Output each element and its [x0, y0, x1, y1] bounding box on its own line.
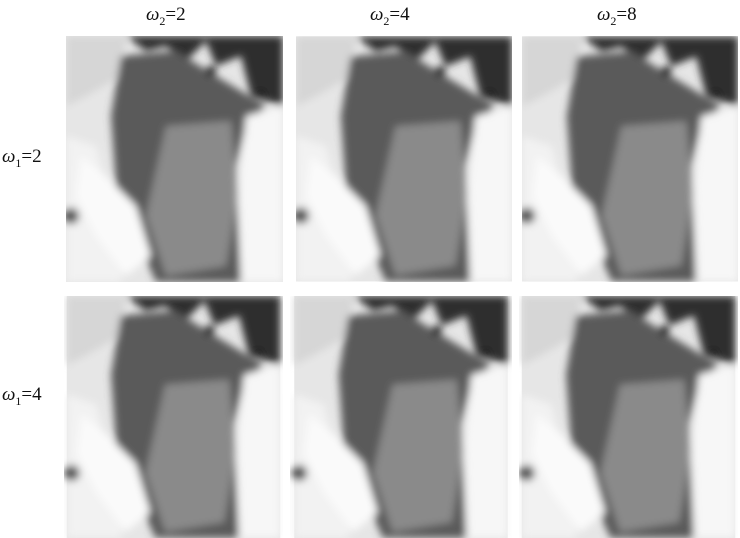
figure: ω2=2 ω2=4 ω2=8 ω1=2 ω1=4 [0, 0, 740, 538]
value: =2 [21, 146, 41, 167]
value: =8 [616, 4, 636, 25]
result-image [64, 296, 283, 538]
row-label: ω1=2 [2, 146, 42, 171]
symbol: ω [370, 4, 383, 25]
column-label: ω2=8 [597, 4, 637, 29]
result-image [296, 36, 512, 282]
result-image [66, 36, 283, 282]
symbol: ω [597, 4, 610, 25]
symbol: ω [2, 384, 15, 405]
column-label: ω2=2 [146, 4, 186, 29]
value: =4 [389, 4, 409, 25]
row-label: ω1=4 [2, 384, 42, 409]
result-image [519, 296, 738, 538]
value: =4 [21, 384, 41, 405]
result-image [290, 296, 512, 538]
result-image [522, 36, 738, 282]
symbol: ω [146, 4, 159, 25]
column-label: ω2=4 [370, 4, 410, 29]
symbol: ω [2, 146, 15, 167]
value: =2 [165, 4, 185, 25]
